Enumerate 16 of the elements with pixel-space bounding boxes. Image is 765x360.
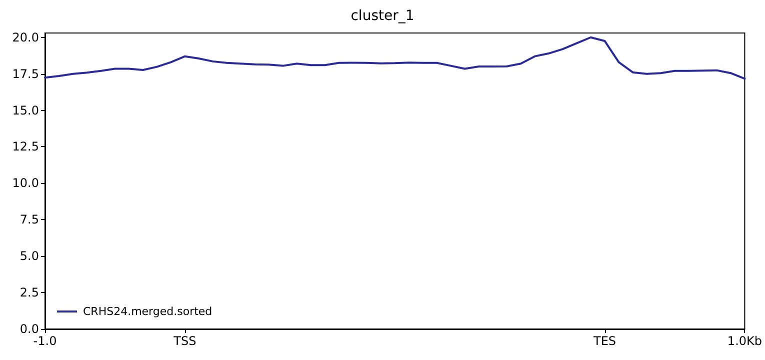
x-tick-label: TSS	[172, 334, 196, 348]
y-tick-label: 15.0	[12, 103, 39, 118]
y-tick-label: 2.5	[20, 286, 39, 300]
y-tick-label: 10.0	[12, 176, 39, 190]
y-tick-label: 17.5	[12, 66, 39, 81]
y-tick-label: 20.0	[12, 30, 39, 44]
y-tick-label: 5.0	[20, 249, 39, 264]
legend-label: CRHS24.merged.sorted	[83, 305, 212, 318]
chart-title: cluster_1	[350, 8, 414, 24]
x-tick-label: TES	[592, 334, 616, 348]
x-tick-label: -1.0	[33, 334, 57, 348]
y-tick-label: 12.5	[12, 140, 39, 154]
y-tick-label: 7.5	[20, 212, 39, 227]
line-series	[44, 36, 746, 80]
x-tick-label: 1.0Kb	[727, 334, 762, 348]
y-tick-label: 0.0	[20, 322, 39, 336]
